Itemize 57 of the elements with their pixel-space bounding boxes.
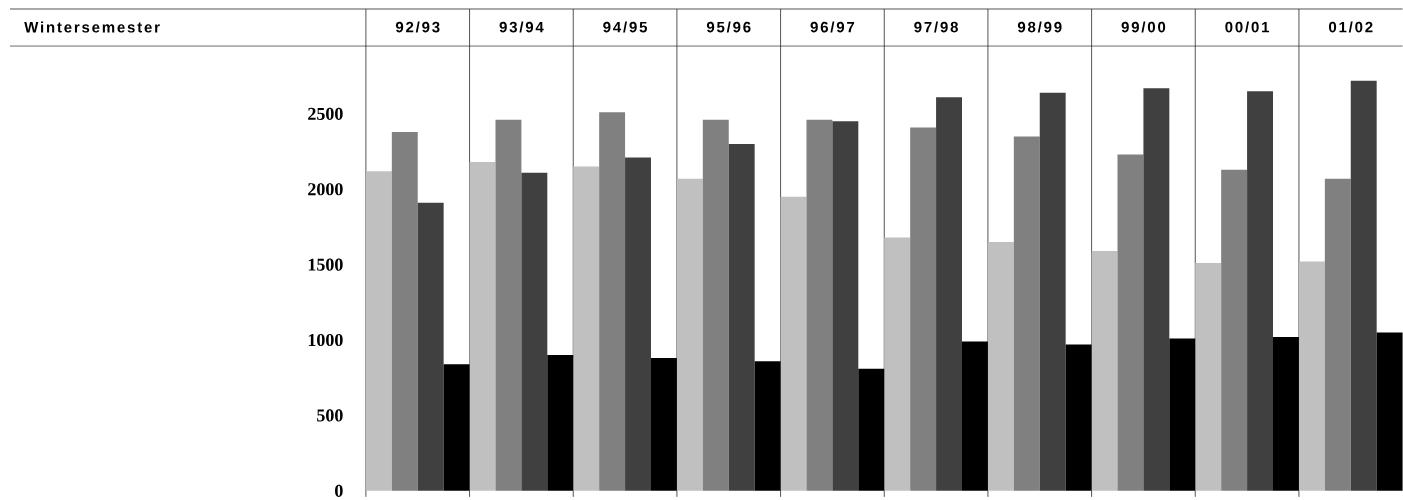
bar bbox=[469, 161, 496, 491]
bar bbox=[1117, 154, 1144, 491]
bar bbox=[832, 121, 859, 491]
text: Wintersemester bbox=[24, 21, 160, 33]
bar bbox=[365, 171, 392, 491]
y-tick-label: 2000 bbox=[308, 183, 343, 196]
x-tick-label: 98/99 bbox=[1017, 21, 1062, 33]
bar bbox=[417, 202, 444, 491]
y-tick-label: 2500 bbox=[308, 107, 343, 120]
bar bbox=[1013, 136, 1040, 491]
bar bbox=[521, 172, 548, 491]
y-tick-label: 1000 bbox=[308, 333, 343, 346]
bar bbox=[1195, 263, 1222, 491]
bar bbox=[1143, 88, 1170, 491]
bar bbox=[1324, 178, 1351, 491]
bar bbox=[910, 127, 937, 491]
bar bbox=[780, 196, 807, 491]
bar bbox=[625, 157, 651, 491]
bar bbox=[1247, 91, 1273, 491]
bar bbox=[728, 143, 755, 491]
bar bbox=[573, 166, 600, 491]
x-tick-label: 93/94 bbox=[499, 21, 544, 33]
y-tick-label: 500 bbox=[317, 409, 343, 422]
x-tick-label: 96/97 bbox=[810, 21, 855, 33]
bar bbox=[650, 358, 677, 491]
x-tick-label: 99/00 bbox=[1121, 21, 1166, 33]
bar bbox=[1091, 250, 1118, 491]
x-tick-label: 95/96 bbox=[706, 21, 751, 33]
bar bbox=[599, 112, 626, 491]
bar bbox=[391, 131, 418, 491]
y-tick-label: 1500 bbox=[308, 258, 343, 271]
x-tick-label: 92/93 bbox=[395, 21, 440, 33]
bar bbox=[806, 119, 833, 491]
bar bbox=[1376, 332, 1403, 491]
bar bbox=[702, 119, 729, 491]
x-tick-label: 97/98 bbox=[914, 21, 958, 33]
bar bbox=[1298, 261, 1325, 491]
bar bbox=[1065, 344, 1092, 491]
y-tick-label: 0 bbox=[335, 484, 343, 497]
bar bbox=[495, 119, 522, 491]
bar bbox=[754, 361, 781, 491]
bar bbox=[676, 178, 703, 491]
bar bbox=[547, 354, 574, 491]
bar bbox=[443, 364, 470, 491]
bar bbox=[884, 237, 911, 491]
bar bbox=[961, 341, 988, 491]
bar bbox=[1350, 80, 1377, 491]
x-tick-label: 94/95 bbox=[603, 21, 648, 33]
x-tick-label: 00/01 bbox=[1225, 21, 1270, 33]
bar bbox=[1221, 169, 1248, 491]
bar bbox=[936, 97, 962, 491]
bar bbox=[1273, 336, 1299, 491]
bar bbox=[987, 241, 1014, 491]
bar bbox=[1039, 92, 1066, 491]
x-tick-label: 01/02 bbox=[1328, 21, 1373, 33]
bar bbox=[1169, 338, 1196, 491]
bar bbox=[858, 368, 885, 491]
